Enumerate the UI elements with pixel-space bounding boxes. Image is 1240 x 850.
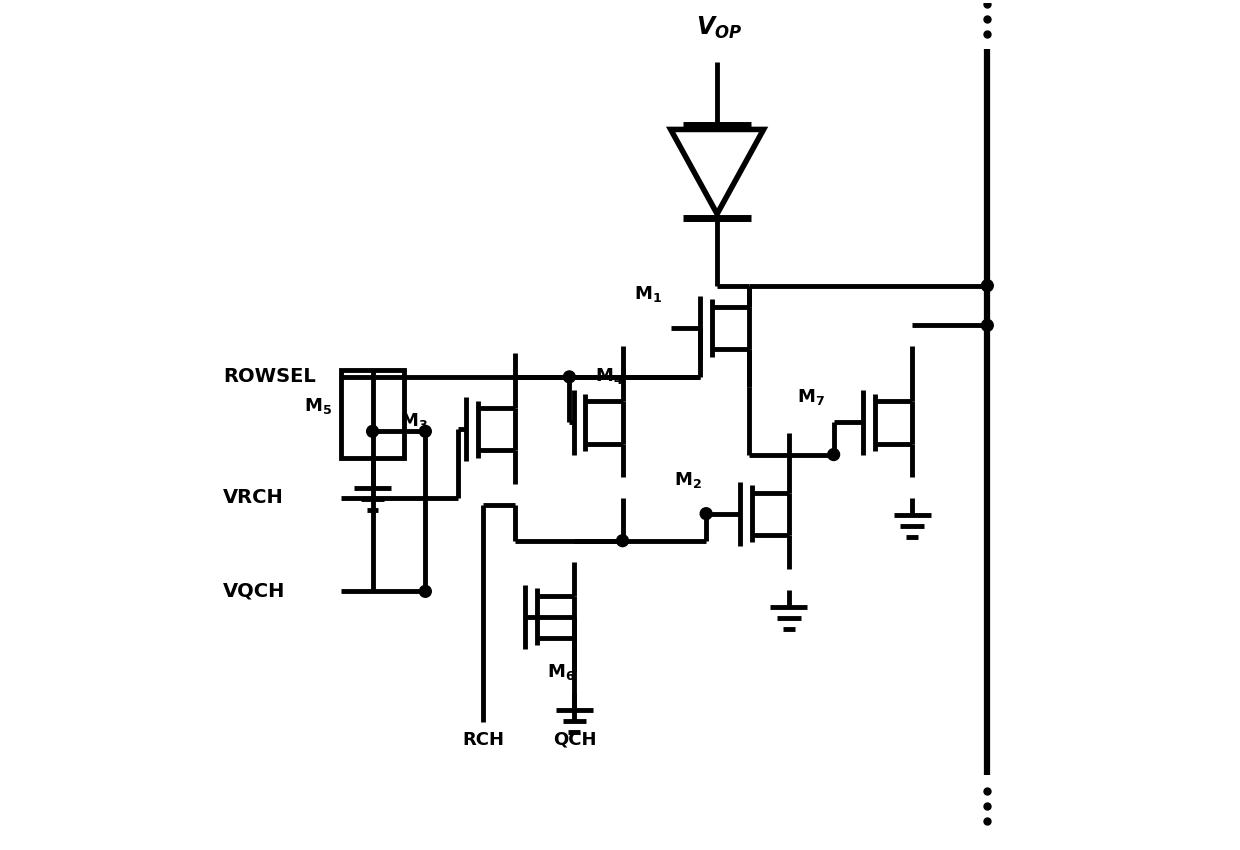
Circle shape (701, 507, 712, 519)
Circle shape (419, 425, 432, 437)
Circle shape (367, 425, 378, 437)
Text: ROWSEL: ROWSEL (223, 367, 316, 387)
Circle shape (981, 320, 993, 332)
Circle shape (828, 449, 839, 461)
Text: $\mathbf{M_7}$: $\mathbf{M_7}$ (797, 387, 825, 407)
Circle shape (616, 535, 629, 547)
Text: $\mathbf{M_4}$: $\mathbf{M_4}$ (595, 366, 622, 386)
Text: RCH: RCH (463, 731, 505, 749)
Text: VRCH: VRCH (223, 488, 284, 507)
Circle shape (419, 586, 432, 598)
Text: $\mathbf{M_2}$: $\mathbf{M_2}$ (675, 470, 702, 490)
Circle shape (563, 371, 575, 383)
Text: $\mathbf{M_5}$: $\mathbf{M_5}$ (305, 395, 332, 416)
Text: $\mathbf{M_1}$: $\mathbf{M_1}$ (635, 284, 662, 304)
Circle shape (981, 280, 993, 292)
Text: VQCH: VQCH (223, 582, 285, 601)
Text: $\mathbf{M_6}$: $\mathbf{M_6}$ (547, 661, 574, 682)
Text: $\mathbf{M_3}$: $\mathbf{M_3}$ (401, 411, 428, 431)
Text: QCH: QCH (553, 731, 596, 749)
Text: $\bfit{V}_{OP}$: $\bfit{V}_{OP}$ (697, 14, 743, 41)
Bar (341, 370, 404, 458)
